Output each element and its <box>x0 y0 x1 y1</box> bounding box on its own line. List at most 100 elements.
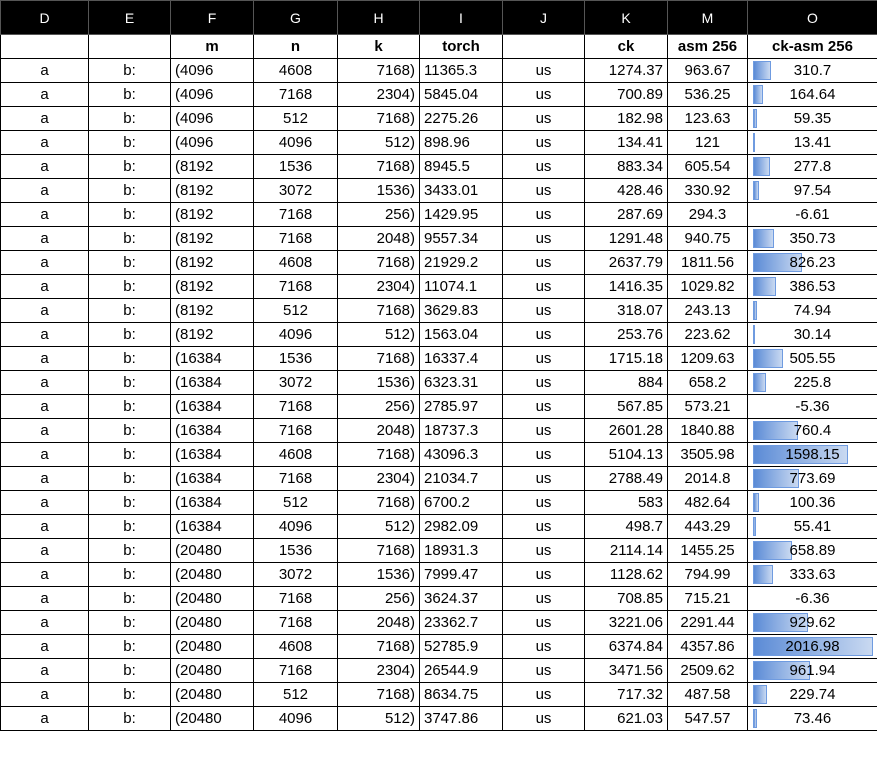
table-cell[interactable]: b: <box>88 130 171 155</box>
table-cell[interactable]: b: <box>88 394 171 419</box>
table-cell[interactable]: 3433.01 <box>419 178 503 203</box>
table-cell[interactable]: a <box>0 418 89 443</box>
table-cell[interactable]: 1029.82 <box>667 274 748 299</box>
table-cell[interactable]: 4608 <box>253 250 338 275</box>
table-cell[interactable]: 7168) <box>337 58 420 83</box>
field-header-cell[interactable]: ck-asm 256 <box>747 34 877 59</box>
table-cell[interactable]: 26544.9 <box>419 658 503 683</box>
table-cell[interactable]: 3471.56 <box>584 658 668 683</box>
table-cell[interactable]: 2982.09 <box>419 514 503 539</box>
table-cell[interactable]: 621.03 <box>584 706 668 731</box>
column-header-cell[interactable]: H <box>337 0 420 35</box>
table-cell[interactable]: 1840.88 <box>667 418 748 443</box>
table-cell[interactable]: 512) <box>337 706 420 731</box>
table-cell[interactable]: 3629.83 <box>419 298 503 323</box>
table-cell[interactable]: 567.85 <box>584 394 668 419</box>
table-cell[interactable]: 43096.3 <box>419 442 503 467</box>
table-cell[interactable]: 256) <box>337 394 420 419</box>
table-cell[interactable]: 1811.56 <box>667 250 748 275</box>
column-header-cell[interactable]: I <box>419 0 503 35</box>
table-cell[interactable]: 4096 <box>253 322 338 347</box>
column-header-cell[interactable]: E <box>88 0 171 35</box>
table-cell[interactable]: 482.64 <box>667 490 748 515</box>
table-cell[interactable]: a <box>0 514 89 539</box>
table-cell[interactable]: a <box>0 226 89 251</box>
table-cell[interactable]: 277.8 <box>747 154 877 179</box>
table-cell[interactable]: 512) <box>337 322 420 347</box>
table-cell[interactable]: b: <box>88 370 171 395</box>
table-cell[interactable]: 330.92 <box>667 178 748 203</box>
table-cell[interactable]: 318.07 <box>584 298 668 323</box>
table-cell[interactable]: 2014.8 <box>667 466 748 491</box>
table-cell[interactable]: 13.41 <box>747 130 877 155</box>
table-cell[interactable]: a <box>0 298 89 323</box>
table-cell[interactable]: b: <box>88 682 171 707</box>
table-cell[interactable]: 2785.97 <box>419 394 503 419</box>
table-cell[interactable]: 1536 <box>253 538 338 563</box>
table-cell[interactable]: us <box>502 274 585 299</box>
table-cell[interactable]: b: <box>88 538 171 563</box>
table-cell[interactable]: us <box>502 58 585 83</box>
table-cell[interactable]: 512 <box>253 682 338 707</box>
table-cell[interactable]: 16337.4 <box>419 346 503 371</box>
table-cell[interactable]: b: <box>88 658 171 683</box>
table-cell[interactable]: b: <box>88 322 171 347</box>
table-cell[interactable]: us <box>502 514 585 539</box>
table-cell[interactable]: (8192 <box>170 322 254 347</box>
table-cell[interactable]: -6.36 <box>747 586 877 611</box>
table-cell[interactable]: 7168 <box>253 658 338 683</box>
table-cell[interactable]: 428.46 <box>584 178 668 203</box>
table-cell[interactable]: us <box>502 682 585 707</box>
table-cell[interactable]: 7168) <box>337 298 420 323</box>
table-cell[interactable]: 7168) <box>337 442 420 467</box>
table-cell[interactable]: b: <box>88 706 171 731</box>
table-cell[interactable]: 512 <box>253 106 338 131</box>
table-cell[interactable]: us <box>502 706 585 731</box>
table-cell[interactable]: 6323.31 <box>419 370 503 395</box>
field-header-cell[interactable]: asm 256 <box>667 34 748 59</box>
table-cell[interactable]: us <box>502 178 585 203</box>
table-cell[interactable]: us <box>502 130 585 155</box>
table-cell[interactable]: 898.96 <box>419 130 503 155</box>
table-cell[interactable]: 1455.25 <box>667 538 748 563</box>
table-cell[interactable]: 134.41 <box>584 130 668 155</box>
table-cell[interactable]: (8192 <box>170 202 254 227</box>
table-cell[interactable]: 223.62 <box>667 322 748 347</box>
table-cell[interactable]: 7168) <box>337 154 420 179</box>
table-cell[interactable]: us <box>502 586 585 611</box>
table-cell[interactable]: 5104.13 <box>584 442 668 467</box>
table-cell[interactable]: 7168) <box>337 106 420 131</box>
table-cell[interactable]: a <box>0 634 89 659</box>
table-cell[interactable]: a <box>0 442 89 467</box>
table-cell[interactable]: us <box>502 154 585 179</box>
table-cell[interactable]: 5845.04 <box>419 82 503 107</box>
table-cell[interactable]: 121 <box>667 130 748 155</box>
table-cell[interactable]: 1291.48 <box>584 226 668 251</box>
table-cell[interactable]: 350.73 <box>747 226 877 251</box>
table-cell[interactable]: 2304) <box>337 82 420 107</box>
table-cell[interactable]: 164.64 <box>747 82 877 107</box>
table-cell[interactable]: 708.85 <box>584 586 668 611</box>
table-cell[interactable]: 6700.2 <box>419 490 503 515</box>
table-cell[interactable]: us <box>502 658 585 683</box>
table-cell[interactable]: 18931.3 <box>419 538 503 563</box>
table-cell[interactable]: 2114.14 <box>584 538 668 563</box>
table-cell[interactable]: us <box>502 442 585 467</box>
table-cell[interactable]: us <box>502 538 585 563</box>
table-cell[interactable]: 7168 <box>253 226 338 251</box>
table-cell[interactable]: 256) <box>337 202 420 227</box>
table-cell[interactable]: 386.53 <box>747 274 877 299</box>
table-cell[interactable]: 4608 <box>253 58 338 83</box>
table-cell[interactable]: 23362.7 <box>419 610 503 635</box>
table-cell[interactable]: 4357.86 <box>667 634 748 659</box>
table-cell[interactable]: a <box>0 490 89 515</box>
table-cell[interactable]: (4096 <box>170 130 254 155</box>
table-cell[interactable]: (20480 <box>170 658 254 683</box>
table-cell[interactable]: 4608 <box>253 634 338 659</box>
table-cell[interactable]: 536.25 <box>667 82 748 107</box>
table-cell[interactable]: 1128.62 <box>584 562 668 587</box>
table-cell[interactable]: 1416.35 <box>584 274 668 299</box>
table-cell[interactable]: 443.29 <box>667 514 748 539</box>
table-cell[interactable]: 294.3 <box>667 202 748 227</box>
table-cell[interactable]: 773.69 <box>747 466 877 491</box>
